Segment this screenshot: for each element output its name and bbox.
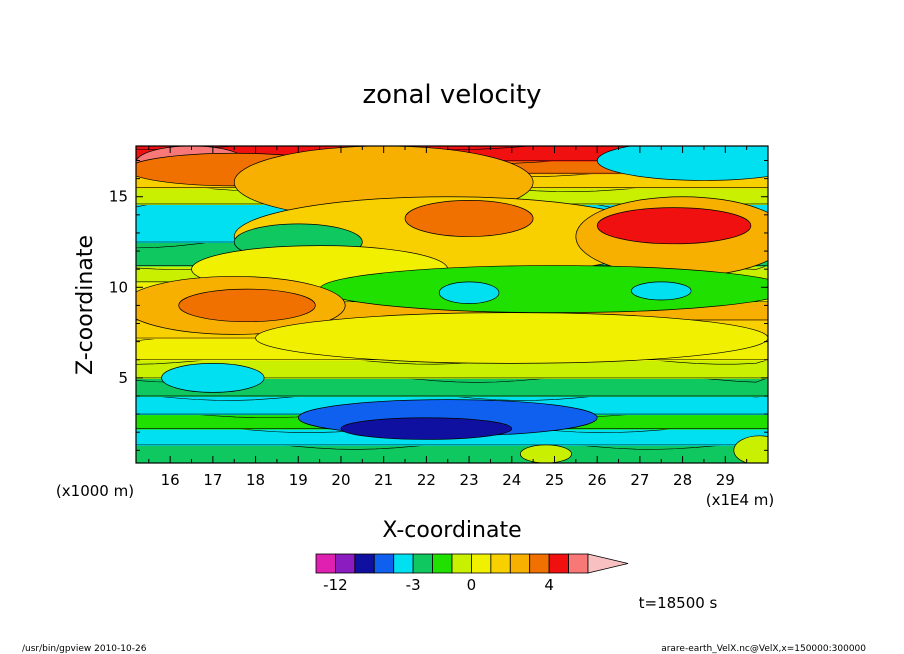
colorbar-cell [335, 553, 356, 574]
colorbar-tick-label: -3 [406, 576, 421, 594]
colorbar-extension [587, 553, 629, 574]
x-axis: 16 17 18 19 20 21 22 23 24 25 26 27 28 29 [148, 146, 748, 489]
contour-region [161, 363, 265, 393]
x-unit-right: (x1E4 m) [706, 491, 775, 509]
contour-region [340, 417, 513, 440]
colorbar-cell [509, 553, 531, 574]
x-tick-label: 19 [289, 471, 308, 489]
x-tick-label: 17 [203, 471, 222, 489]
y-axis-label: Z-coordinate [73, 235, 98, 375]
colorbar-tick-label: -12 [323, 576, 348, 594]
chart-title: zonal velocity [362, 80, 541, 110]
contour-region [404, 199, 534, 237]
x-tick-label: 26 [588, 471, 607, 489]
x-tick-label: 29 [716, 471, 735, 489]
colorbar-tick-label: 0 [467, 576, 477, 594]
contour-region [178, 288, 316, 323]
contour-region [596, 146, 768, 181]
y-tick-label: 10 [109, 278, 128, 296]
contour-region [631, 281, 692, 301]
x-unit-left: (x1000 m) [56, 482, 134, 500]
time-label: t=18500 s [639, 594, 718, 612]
y-axis: 5 10 15 [109, 159, 768, 451]
colorbar-cell [412, 553, 433, 574]
contour-region [519, 444, 572, 463]
plot-frame [135, 145, 769, 464]
x-tick-label: 25 [545, 471, 564, 489]
contour-region [255, 312, 768, 364]
contour-region [733, 435, 768, 463]
x-tick-label: 28 [673, 471, 692, 489]
y-tick-label: 5 [118, 369, 128, 387]
x-tick-label: 23 [460, 471, 479, 489]
colorbar-cell [315, 553, 336, 574]
colorbar-cell [548, 553, 569, 574]
colorbar-cell [471, 553, 492, 574]
contour-plot [136, 146, 768, 463]
x-tick-label: 24 [502, 471, 521, 489]
colorbar-cell [568, 553, 589, 574]
x-tick-label: 21 [374, 471, 393, 489]
y-tick-label: 15 [109, 188, 128, 206]
contour-region [438, 281, 500, 304]
footer-left: /usr/bin/gpview 2010-10-26 [22, 644, 147, 654]
colorbar-cell [373, 553, 395, 574]
colorbar-cell [451, 553, 472, 574]
colorbar-tick-label: 4 [544, 576, 554, 594]
footer-right: arare-earth_VelX.nc@VelX,x=150000:300000 [661, 644, 866, 654]
x-tick-label: 27 [630, 471, 649, 489]
x-tick-label: 20 [331, 471, 350, 489]
contour-region [596, 207, 752, 245]
contour-region [319, 265, 768, 313]
x-axis-label: X-coordinate [382, 518, 521, 543]
colorbar-cell [432, 553, 453, 574]
colorbar-cell [393, 553, 414, 574]
colorbar: -12 -3 0 4 [315, 553, 629, 594]
x-tick-label: 22 [417, 471, 436, 489]
x-tick-label: 16 [161, 471, 180, 489]
x-tick-label: 18 [246, 471, 265, 489]
colorbar-cell [490, 553, 511, 574]
colorbar-cell [354, 553, 375, 574]
colorbar-cell [529, 553, 550, 574]
